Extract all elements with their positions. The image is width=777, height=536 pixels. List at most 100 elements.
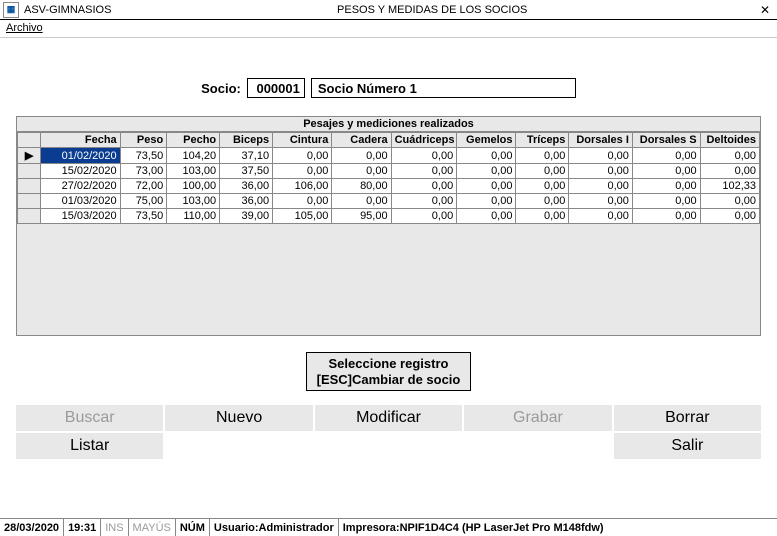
grid-cell[interactable]: 0,00: [391, 164, 457, 179]
borrar-button[interactable]: Borrar: [614, 405, 761, 431]
grid-cell[interactable]: 0,00: [700, 148, 759, 164]
grid-cell[interactable]: 0,00: [700, 194, 759, 209]
grid-cell[interactable]: 0,00: [391, 209, 457, 224]
grid-cell[interactable]: 73,50: [120, 209, 167, 224]
grid-cell[interactable]: 0,00: [516, 164, 569, 179]
grid-cell[interactable]: 80,00: [332, 179, 391, 194]
grid-header[interactable]: Deltoides: [700, 133, 759, 148]
grid-cell[interactable]: 0,00: [569, 194, 633, 209]
grid-cell[interactable]: 0,00: [569, 164, 633, 179]
grid-title: Pesajes y mediciones realizados: [17, 117, 760, 132]
grid-cell[interactable]: 0,00: [700, 164, 759, 179]
grid-cell[interactable]: 0,00: [516, 179, 569, 194]
socio-name-input[interactable]: [311, 78, 576, 98]
salir-button[interactable]: Salir: [614, 433, 761, 459]
grabar-button[interactable]: Grabar: [464, 405, 611, 431]
grid-cell[interactable]: 0,00: [569, 148, 633, 164]
spacer-2: [315, 433, 462, 459]
grid-cell[interactable]: 01/02/2020: [41, 148, 120, 164]
grid-header[interactable]: Fecha: [41, 133, 120, 148]
grid-header[interactable]: Pecho: [167, 133, 220, 148]
grid-cell[interactable]: 27/02/2020: [41, 179, 120, 194]
grid-table[interactable]: FechaPesoPechoBicepsCinturaCaderaCuádric…: [17, 132, 760, 224]
grid-cell[interactable]: 106,00: [273, 179, 332, 194]
grid-cell[interactable]: 39,00: [220, 209, 273, 224]
grid-header[interactable]: Cadera: [332, 133, 391, 148]
row-selector[interactable]: [18, 179, 41, 194]
grid-cell[interactable]: 36,00: [220, 179, 273, 194]
grid-cell[interactable]: 110,00: [167, 209, 220, 224]
table-row[interactable]: 27/02/202072,00100,0036,00106,0080,000,0…: [18, 179, 760, 194]
grid-cell[interactable]: 0,00: [632, 179, 700, 194]
row-selector[interactable]: [18, 194, 41, 209]
grid-cell[interactable]: 0,00: [632, 148, 700, 164]
grid-cell[interactable]: 0,00: [457, 209, 516, 224]
listar-button[interactable]: Listar: [16, 433, 163, 459]
grid-header[interactable]: Cintura: [273, 133, 332, 148]
grid-header[interactable]: Dorsales S: [632, 133, 700, 148]
grid-header[interactable]: Biceps: [220, 133, 273, 148]
grid-cell[interactable]: 36,00: [220, 194, 273, 209]
row-selector[interactable]: [18, 209, 41, 224]
buscar-button[interactable]: Buscar: [16, 405, 163, 431]
row-selector[interactable]: [18, 164, 41, 179]
grid-header[interactable]: Cuádriceps: [391, 133, 457, 148]
grid-cell[interactable]: 0,00: [332, 148, 391, 164]
grid-cell[interactable]: 103,00: [167, 164, 220, 179]
table-row[interactable]: 01/03/202075,00103,0036,000,000,000,000,…: [18, 194, 760, 209]
grid-cell[interactable]: 0,00: [632, 164, 700, 179]
table-row[interactable]: ▶01/02/202073,50104,2037,100,000,000,000…: [18, 148, 760, 164]
grid-cell[interactable]: 0,00: [516, 209, 569, 224]
grid-cell[interactable]: 75,00: [120, 194, 167, 209]
grid-cell[interactable]: 72,00: [120, 179, 167, 194]
grid-cell[interactable]: 0,00: [332, 194, 391, 209]
grid-cell[interactable]: 0,00: [700, 209, 759, 224]
grid-header[interactable]: Peso: [120, 133, 167, 148]
nuevo-button[interactable]: Nuevo: [165, 405, 312, 431]
grid-cell[interactable]: 15/02/2020: [41, 164, 120, 179]
grid-header[interactable]: Gemelos: [457, 133, 516, 148]
grid-cell[interactable]: 0,00: [457, 148, 516, 164]
grid-cell[interactable]: 104,20: [167, 148, 220, 164]
spacer-3: [464, 433, 611, 459]
grid-cell[interactable]: 0,00: [457, 194, 516, 209]
measurements-grid[interactable]: Pesajes y mediciones realizados FechaPes…: [16, 116, 761, 336]
grid-cell[interactable]: 0,00: [516, 194, 569, 209]
grid-cell[interactable]: 0,00: [391, 148, 457, 164]
grid-cell[interactable]: 100,00: [167, 179, 220, 194]
grid-cell[interactable]: 0,00: [516, 148, 569, 164]
grid-cell[interactable]: 37,50: [220, 164, 273, 179]
grid-cell[interactable]: 105,00: [273, 209, 332, 224]
table-row[interactable]: 15/03/202073,50110,0039,00105,0095,000,0…: [18, 209, 760, 224]
grid-cell[interactable]: 0,00: [457, 179, 516, 194]
grid-cell[interactable]: 15/03/2020: [41, 209, 120, 224]
row-selector[interactable]: ▶: [18, 148, 41, 164]
menu-archivo[interactable]: Archivo: [6, 22, 43, 34]
grid-cell[interactable]: 01/03/2020: [41, 194, 120, 209]
grid-cell[interactable]: 0,00: [632, 209, 700, 224]
grid-cell[interactable]: 0,00: [632, 194, 700, 209]
close-icon[interactable]: ✕: [753, 1, 777, 19]
table-row[interactable]: 15/02/202073,00103,0037,500,000,000,000,…: [18, 164, 760, 179]
grid-cell[interactable]: 0,00: [332, 164, 391, 179]
socio-id-input[interactable]: [247, 78, 305, 98]
grid-cell[interactable]: 73,00: [120, 164, 167, 179]
grid-cell[interactable]: 102,33: [700, 179, 759, 194]
grid-cell[interactable]: 103,00: [167, 194, 220, 209]
grid-cell[interactable]: 0,00: [457, 164, 516, 179]
grid-cell[interactable]: 0,00: [391, 194, 457, 209]
grid-header[interactable]: Dorsales I: [569, 133, 633, 148]
grid-cell[interactable]: 0,00: [273, 194, 332, 209]
grid-cell[interactable]: 0,00: [569, 179, 633, 194]
grid-cell[interactable]: 37,10: [220, 148, 273, 164]
grid-cell[interactable]: 73,50: [120, 148, 167, 164]
grid-cell[interactable]: 0,00: [569, 209, 633, 224]
grid-cell[interactable]: 95,00: [332, 209, 391, 224]
status-user: Usuario:Administrador: [210, 519, 339, 536]
grid-cell[interactable]: 0,00: [391, 179, 457, 194]
grid-cell[interactable]: 0,00: [273, 164, 332, 179]
modificar-button[interactable]: Modificar: [315, 405, 462, 431]
grid-cell[interactable]: 0,00: [273, 148, 332, 164]
grid-header[interactable]: Tríceps: [516, 133, 569, 148]
status-num: NÚM: [176, 519, 210, 536]
